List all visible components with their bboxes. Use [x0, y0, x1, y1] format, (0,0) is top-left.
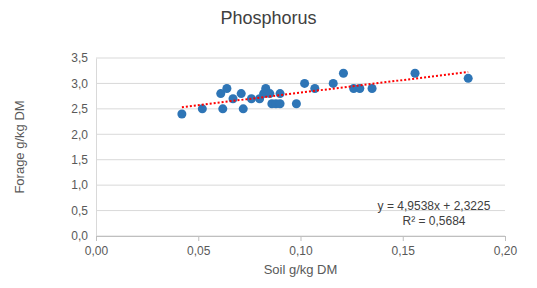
- x-tick: 0,00: [85, 236, 109, 258]
- point: [292, 99, 301, 108]
- y-tick-label: 1,5: [71, 153, 88, 167]
- y-axis-line: [96, 59, 97, 237]
- x-axis-title: Soil g/kg DM: [264, 262, 338, 277]
- y-axis: 0,0 0,5 1,0 1,5 2,0 2,5 3,0 3,5: [71, 51, 96, 243]
- y-tick-label: 2,5: [71, 102, 88, 116]
- plot-area: 0,0 0,5 1,0 1,5 2,0 2,5 3,0 3,5 0,00 0,05 0,10 0,15…: [71, 51, 517, 257]
- grid-line: [96, 134, 505, 135]
- x-tick: 0,15: [392, 236, 416, 258]
- x-tick-mark: [505, 236, 506, 241]
- trendline: [182, 72, 468, 107]
- y-tick: 0,5: [71, 204, 96, 218]
- point: [464, 74, 473, 83]
- y-tick: 1,0: [71, 178, 96, 192]
- y-tick-label: 3,0: [71, 77, 88, 91]
- x-tick-label: 0,05: [187, 244, 211, 258]
- grid: [96, 58, 505, 236]
- y-tick-label: 2,0: [71, 128, 88, 142]
- grid-line: [96, 108, 505, 109]
- chart: 0,0 0,5 1,0 1,5 2,0 2,5 3,0 3,5 0,00 0,05 0,10 0,15…: [0, 0, 537, 288]
- point: [339, 69, 348, 78]
- y-tick: 0,0: [71, 229, 96, 243]
- grid-line: [96, 185, 505, 186]
- point: [237, 89, 246, 98]
- y-tick-label: 0,0: [71, 229, 88, 243]
- point: [276, 89, 285, 98]
- point: [329, 79, 338, 88]
- point: [276, 99, 285, 108]
- x-tick-mark: [301, 236, 302, 241]
- annotation: R² = 0,5684: [402, 214, 465, 228]
- point: [300, 79, 309, 88]
- x-axis: 0,00 0,05 0,10 0,15 0,20: [85, 236, 518, 258]
- x-tick-mark: [96, 236, 97, 241]
- y-tick: 3,5: [71, 51, 96, 65]
- x-tick-label: 0,15: [392, 244, 416, 258]
- y-tick-label: 0,5: [71, 204, 88, 218]
- x-tick: 0,05: [187, 236, 211, 258]
- x-tick-mark: [198, 236, 199, 241]
- point: [368, 84, 377, 93]
- point: [411, 69, 420, 78]
- y-tick: 3,0: [71, 77, 96, 91]
- y-tick-label: 3,5: [71, 51, 88, 65]
- point: [218, 104, 227, 113]
- marks: [177, 69, 472, 119]
- grid-line: [96, 159, 505, 160]
- x-tick-label: 0,20: [494, 244, 518, 258]
- x-tick-label: 0,00: [85, 244, 109, 258]
- x-tick-label: 0,10: [289, 244, 313, 258]
- points: [177, 69, 472, 119]
- y-tick: 2,0: [71, 128, 96, 142]
- y-tick: 1,5: [71, 153, 96, 167]
- y-axis-title: Forage g/kg DM: [12, 100, 27, 193]
- annotation: y = 4,9538x + 2,3225: [378, 199, 491, 213]
- x-tick-mark: [403, 236, 404, 241]
- y-tick: 2,5: [71, 102, 96, 116]
- x-tick: 0,10: [289, 236, 313, 258]
- point: [222, 84, 231, 93]
- point: [239, 104, 248, 113]
- x-tick: 0,20: [494, 236, 518, 258]
- title: Phosphorus: [220, 8, 316, 28]
- y-tick-label: 1,0: [71, 178, 88, 192]
- grid-line: [96, 58, 505, 59]
- point: [177, 109, 186, 118]
